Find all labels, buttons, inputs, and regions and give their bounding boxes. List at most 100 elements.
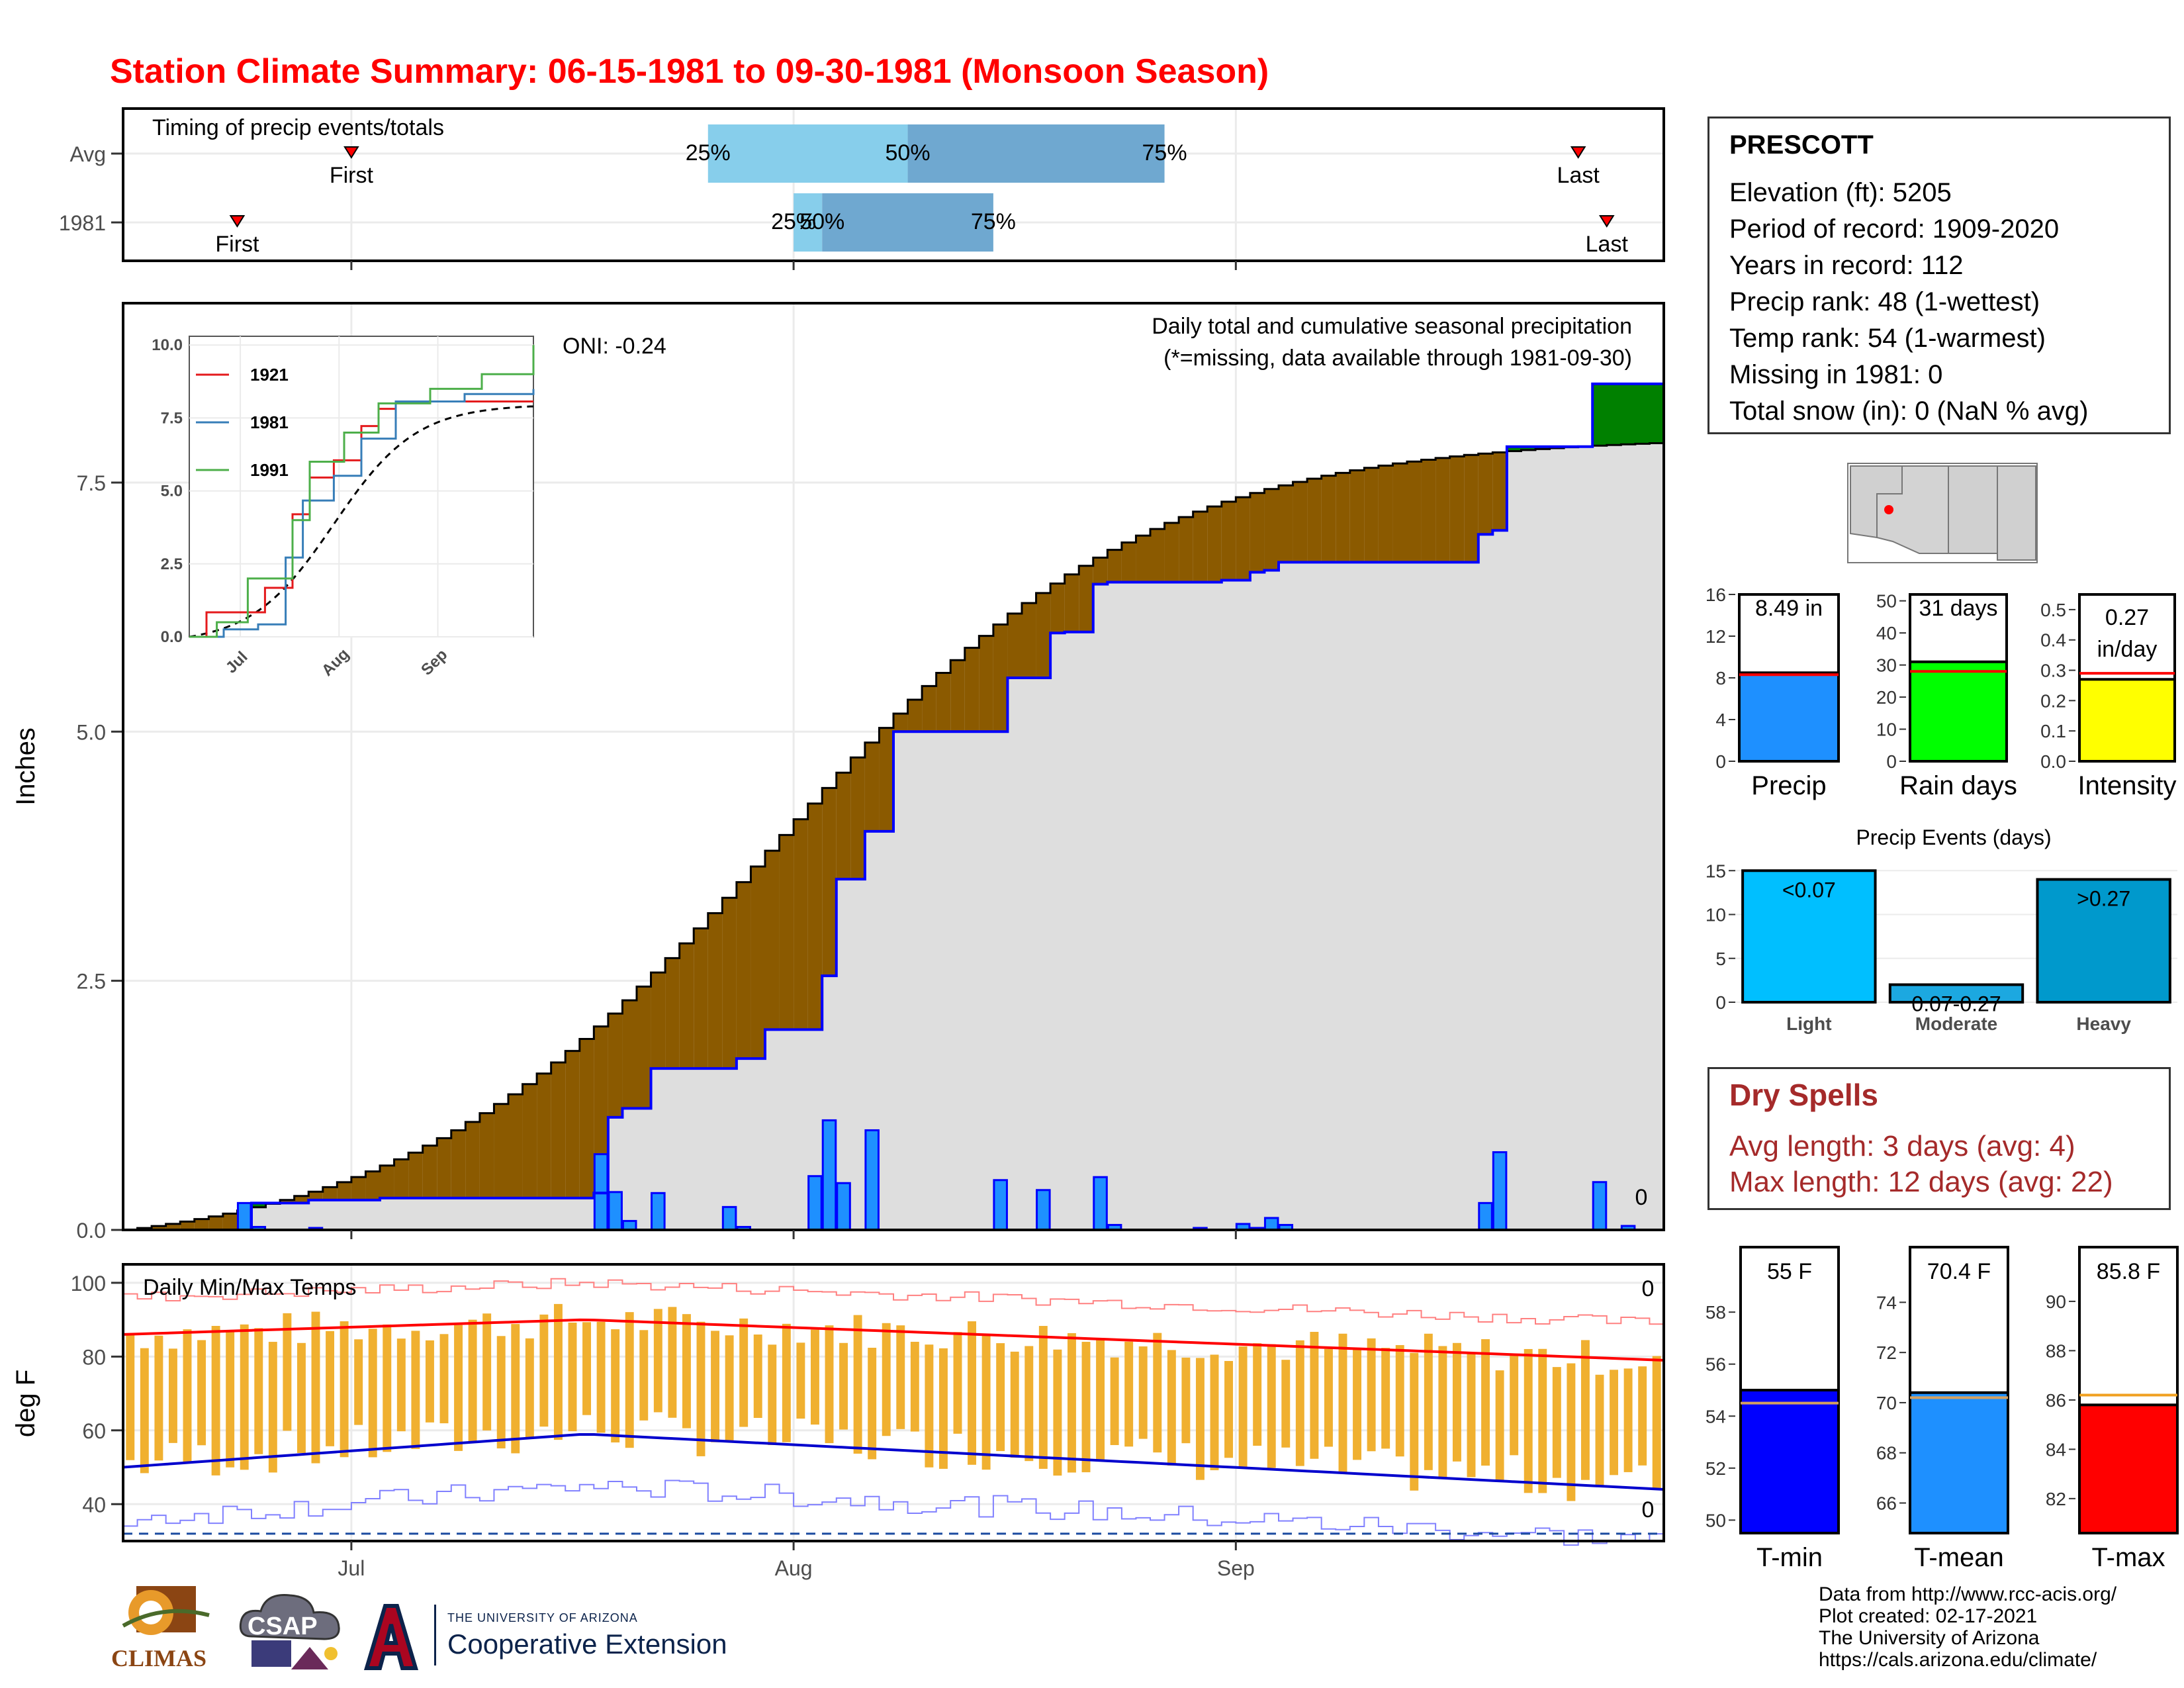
daily-temp-range-bar: [953, 1332, 962, 1434]
daily-temp-range-bar: [454, 1325, 463, 1451]
below-normal-fill-segment: [694, 928, 709, 1069]
below-normal-fill-segment: [1150, 529, 1165, 583]
climatology-area-segment: [1221, 501, 1236, 1230]
daily-temp-range-bar: [1610, 1370, 1619, 1476]
daily-temp-range-bar: [1038, 1326, 1048, 1469]
inset-legend-label: 1981: [250, 412, 289, 432]
precip-y-tick-label: 2.5: [77, 970, 106, 994]
climatology-area-segment: [1250, 492, 1265, 1230]
daily-temp-range-bar: [496, 1336, 506, 1449]
rain_days-y-tick-label: 40: [1876, 623, 1897, 643]
daily-temp-range-bar: [525, 1338, 534, 1438]
below-normal-fill-segment: [1250, 492, 1265, 573]
precip-title-line2: (*=missing, data available through 1981-…: [1163, 346, 1632, 371]
intensity-axis-label: Intensity: [2078, 771, 2177, 800]
temps-y-tick-label: 100: [71, 1272, 106, 1295]
daily-temp-range-bar: [896, 1325, 905, 1429]
below-normal-fill-segment: [522, 1084, 537, 1198]
daily-temp-range-bar: [468, 1319, 477, 1443]
below-normal-fill-segment: [979, 635, 994, 732]
precip-y-axis-title: Inches: [11, 727, 40, 806]
timing-last-marker: [1570, 146, 1586, 159]
climatology-area-segment: [1535, 449, 1551, 1230]
precip-events-bar-label: <0.07: [1782, 878, 1836, 902]
below-normal-fill-segment: [1207, 506, 1222, 583]
below-normal-fill-segment: [622, 1000, 637, 1109]
daily-temp-range-bar: [1567, 1363, 1576, 1501]
climatology-area-segment: [1136, 536, 1151, 1230]
daily-temp-range-bar: [1267, 1344, 1276, 1468]
precip_total-y-tick-label: 16: [1706, 585, 1726, 605]
timing-q75-label: 75%: [1142, 140, 1187, 165]
climatology-area-segment: [1207, 506, 1222, 1230]
temps-y-tick-label: 40: [82, 1493, 106, 1517]
daily-temp-range-bar: [1281, 1360, 1291, 1448]
climatology-area-segment: [1007, 613, 1023, 1230]
daily-temp-range-bar: [1495, 1370, 1504, 1482]
daily-precip-bar: [621, 1219, 637, 1231]
daily-temp-range-bar: [696, 1321, 705, 1456]
ua-logo[interactable]: THE UNIVERSITY OF ARIZONA Cooperative Ex…: [361, 1602, 745, 1675]
below-normal-fill-segment: [380, 1165, 395, 1198]
daily-temp-range-bar: [868, 1348, 877, 1460]
csap-logo[interactable]: CSAP: [232, 1583, 351, 1683]
below-normal-fill-segment: [565, 1051, 580, 1198]
daily-precip-bar: [821, 1119, 837, 1231]
climatology-area-segment: [1093, 557, 1108, 1230]
below-normal-fill-segment: [222, 1213, 238, 1230]
below-normal-fill-segment: [365, 1171, 381, 1200]
daily-temp-range-bar: [639, 1330, 649, 1421]
inset-series-line: [189, 400, 533, 638]
tmax-value-label: 85.8 F: [2097, 1259, 2160, 1284]
daily-precip-bar: [1592, 1181, 1608, 1231]
climatology-area-segment: [1378, 465, 1394, 1230]
inset-y-tick-label: 10.0: [152, 336, 183, 354]
precip-y-tick-label: 0.0: [77, 1219, 106, 1243]
intensity-y-tick-label: 0.0: [2040, 751, 2066, 772]
climas-logo[interactable]: CLIMAS: [110, 1583, 216, 1676]
daily-temp-range-bar: [768, 1344, 777, 1445]
below-normal-fill-segment: [579, 1039, 594, 1198]
tmean-axis-label: T-mean: [1914, 1543, 2004, 1572]
climatology-area-segment: [1079, 565, 1094, 1230]
credit-plot-created: Plot created: 02-17-2021: [1819, 1605, 2038, 1627]
inset-series-line: [189, 345, 535, 638]
below-normal-fill-segment: [1007, 613, 1023, 679]
daily-precip-bar: [1478, 1201, 1493, 1231]
below-normal-fill-segment: [551, 1062, 566, 1198]
avg-max-temp-line: [122, 1318, 1664, 1362]
daily-temp-range-bar: [511, 1324, 520, 1454]
below-normal-fill-segment: [637, 986, 652, 1109]
below-normal-fill-segment: [765, 851, 780, 1030]
daily-temp-range-bar: [596, 1321, 606, 1433]
temps-y-tick-label: 80: [82, 1345, 106, 1369]
tmax-y-tick-label: 84: [2046, 1439, 2066, 1460]
climatology-area-segment: [1521, 449, 1536, 1230]
climatology-area-segment: [1478, 453, 1493, 1230]
below-normal-fill-segment: [451, 1130, 466, 1198]
inset-climatology-line: [189, 405, 533, 638]
timing-quartile-bar-lower: [707, 124, 908, 183]
below-normal-fill-segment: [1336, 473, 1351, 563]
climatology-area-segment: [1164, 522, 1179, 1230]
tmin-value-label: 55 F: [1767, 1259, 1812, 1284]
daily-temp-range-bar: [1467, 1352, 1476, 1477]
climatology-area-segment: [1407, 461, 1422, 1231]
climatology-area-segment: [1606, 445, 1621, 1230]
timing-quartile-bar-upper: [907, 124, 1165, 183]
below-normal-fill-segment: [494, 1103, 509, 1198]
dry-spells-max: Max length: 12 days (avg: 22): [1729, 1166, 2113, 1198]
below-normal-fill-segment: [1064, 574, 1079, 632]
tmin-value-bar: [1739, 1389, 1840, 1534]
climatology-area-segment: [1364, 467, 1379, 1230]
daily-precip-bar: [1263, 1217, 1279, 1231]
temps-y-axis-title: deg F: [11, 1370, 40, 1437]
station-info-box: PRESCOTT Elevation (ft): 5205 Period of …: [1707, 117, 2171, 434]
below-normal-fill-segment: [1079, 565, 1094, 632]
tmax-value-bar: [2078, 1403, 2179, 1534]
below-normal-fill-segment: [408, 1152, 424, 1198]
timing-panel-label: Timing of precip events/totals: [152, 115, 444, 140]
inset-y-tick-label: 2.5: [161, 555, 183, 573]
daily-temp-range-bar: [938, 1348, 948, 1469]
